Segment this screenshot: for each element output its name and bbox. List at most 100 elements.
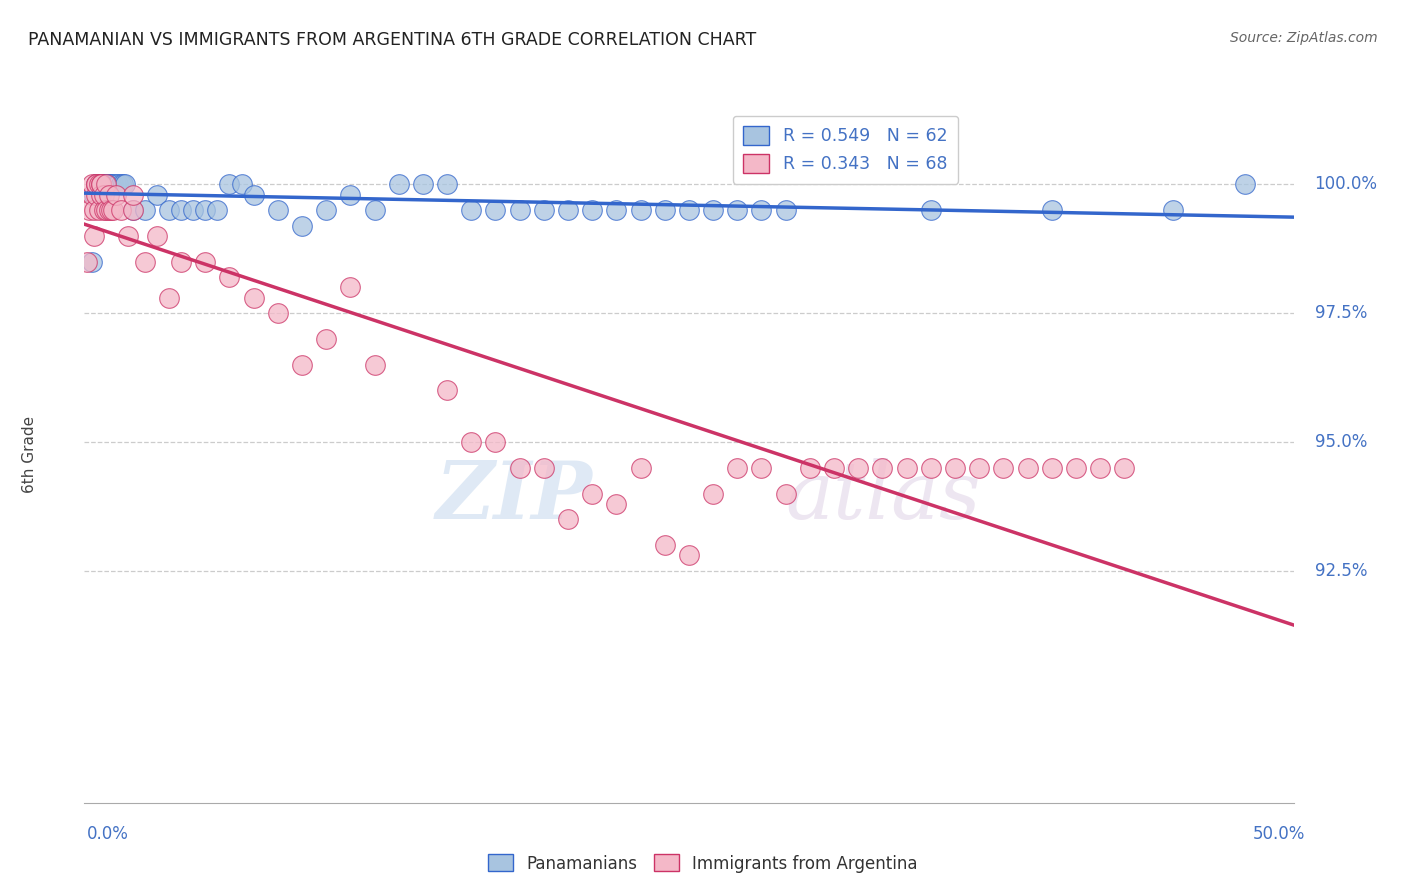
Point xyxy=(605,497,627,511)
Point xyxy=(1040,460,1063,475)
Point xyxy=(100,178,122,192)
Point xyxy=(872,460,894,475)
Point xyxy=(87,178,110,192)
Point xyxy=(146,187,169,202)
Point xyxy=(170,254,193,268)
Point xyxy=(920,460,942,475)
Point xyxy=(533,460,555,475)
Point xyxy=(460,435,482,450)
Point xyxy=(823,460,845,475)
Point xyxy=(86,178,108,192)
Point xyxy=(557,203,579,218)
Point xyxy=(630,460,652,475)
Point xyxy=(581,486,603,500)
Point xyxy=(967,460,990,475)
Point xyxy=(104,178,127,192)
Point xyxy=(207,203,229,218)
Point xyxy=(751,203,773,218)
Text: atlas: atlas xyxy=(786,458,981,535)
Point xyxy=(87,178,110,192)
Point xyxy=(194,254,217,268)
Point xyxy=(134,203,156,218)
Point xyxy=(242,187,264,202)
Text: Source: ZipAtlas.com: Source: ZipAtlas.com xyxy=(1230,31,1378,45)
Point xyxy=(80,187,103,202)
Text: 95.0%: 95.0% xyxy=(1315,433,1367,451)
Point xyxy=(412,178,434,192)
Point xyxy=(291,219,314,233)
Point xyxy=(363,203,385,218)
Point xyxy=(678,203,700,218)
Point xyxy=(388,178,411,192)
Point xyxy=(77,203,100,218)
Point xyxy=(315,203,337,218)
Point xyxy=(315,332,337,346)
Point xyxy=(181,203,204,218)
Point xyxy=(509,203,531,218)
Point xyxy=(678,549,700,563)
Point xyxy=(90,178,112,192)
Point xyxy=(90,178,112,192)
Point xyxy=(93,187,115,202)
Point xyxy=(242,291,264,305)
Legend: Panamanians, Immigrants from Argentina: Panamanians, Immigrants from Argentina xyxy=(481,847,925,880)
Point xyxy=(533,203,555,218)
Point xyxy=(86,178,108,192)
Point xyxy=(943,460,966,475)
Point xyxy=(1017,460,1039,475)
Legend: R = 0.549   N = 62, R = 0.343   N = 68: R = 0.549 N = 62, R = 0.343 N = 68 xyxy=(733,116,959,184)
Point xyxy=(436,384,458,398)
Point xyxy=(104,187,127,202)
Text: 50.0%: 50.0% xyxy=(1253,825,1305,843)
Point xyxy=(146,228,169,243)
Point xyxy=(775,486,797,500)
Point xyxy=(1040,203,1063,218)
Point xyxy=(83,203,105,218)
Point xyxy=(460,203,482,218)
Point xyxy=(1088,460,1111,475)
Point xyxy=(231,178,253,192)
Point xyxy=(121,203,143,218)
Point xyxy=(267,203,290,218)
Point xyxy=(112,178,135,192)
Point xyxy=(97,187,120,202)
Point xyxy=(484,435,506,450)
Point xyxy=(702,486,724,500)
Text: ZIP: ZIP xyxy=(436,458,592,535)
Point xyxy=(94,203,117,218)
Point xyxy=(90,187,112,202)
Point xyxy=(83,187,105,202)
Point xyxy=(93,178,115,192)
Point xyxy=(93,178,115,192)
Text: 92.5%: 92.5% xyxy=(1315,562,1367,580)
Point xyxy=(725,460,748,475)
Point xyxy=(484,203,506,218)
Point xyxy=(94,178,117,192)
Point xyxy=(170,203,193,218)
Point xyxy=(725,203,748,218)
Text: 6th Grade: 6th Grade xyxy=(22,417,38,493)
Point xyxy=(134,254,156,268)
Point xyxy=(630,203,652,218)
Point xyxy=(97,178,120,192)
Point xyxy=(1064,460,1087,475)
Point xyxy=(103,203,125,218)
Point xyxy=(267,306,290,320)
Point xyxy=(110,178,132,192)
Point xyxy=(339,187,361,202)
Point xyxy=(1234,178,1257,192)
Point xyxy=(103,178,125,192)
Point xyxy=(86,187,108,202)
Point xyxy=(121,187,143,202)
Point xyxy=(654,203,676,218)
Point xyxy=(90,178,112,192)
Text: 97.5%: 97.5% xyxy=(1315,304,1367,322)
Point xyxy=(87,203,110,218)
Point xyxy=(557,512,579,526)
Point xyxy=(100,203,122,218)
Point xyxy=(799,460,821,475)
Point xyxy=(87,178,110,192)
Point xyxy=(76,254,98,268)
Point xyxy=(218,178,240,192)
Point xyxy=(97,178,120,192)
